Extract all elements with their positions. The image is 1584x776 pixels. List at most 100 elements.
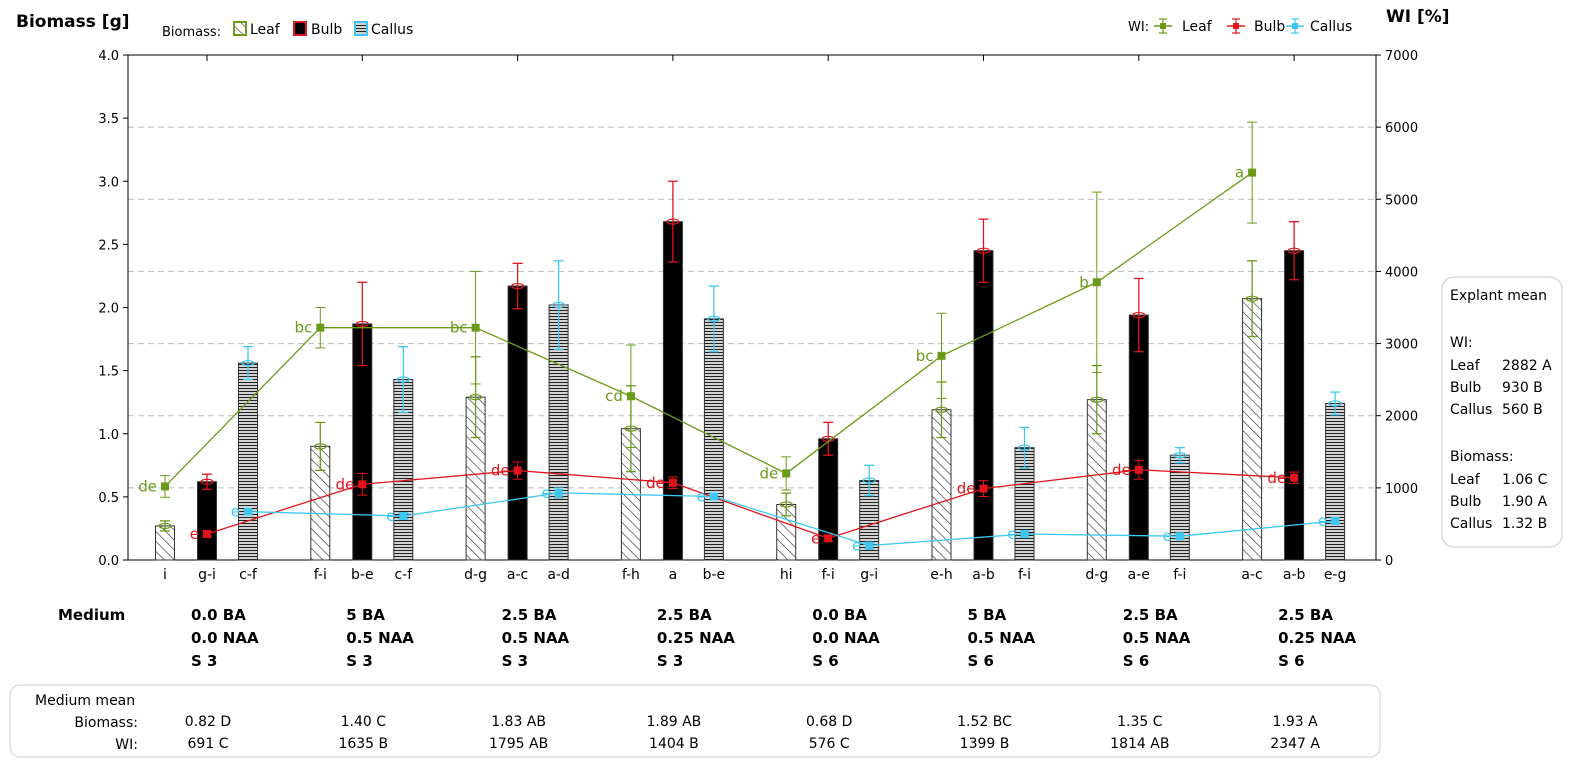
medium-mean-biomass: 0.82 D [185, 714, 231, 730]
medium-means-layer: 0.82 D 691 C 1.40 C 1635 B 1.83 AB 1795 AB 1.8… [185, 714, 1321, 752]
wi-legend-bulb-marker [1227, 18, 1245, 34]
medium-mean-box: Medium mean Biomass: WI: [9, 684, 1381, 758]
wi-point-callus [709, 492, 718, 501]
medium-mean-biomass: 1.52 BC [957, 714, 1012, 730]
right-tick-label: 6000 [1385, 121, 1418, 136]
medium-mean-wi: 1795 AB [489, 736, 548, 752]
wi-line-leaf [164, 172, 1253, 487]
wi-point-leaf [161, 482, 169, 491]
wi-letter-callus: e [1007, 525, 1016, 543]
bar-letter-bulb: a-b [972, 567, 995, 583]
bar-letter-leaf: f-h [622, 567, 640, 583]
wi-letter-leaf: b [1079, 273, 1089, 291]
wi-letter-bulb: de [336, 475, 355, 493]
medium-mean-wi-label: WI: [115, 737, 138, 753]
left-tick-label: 0.5 [98, 491, 119, 506]
medium-line: 0.5 NAA [968, 629, 1036, 647]
bar-letter-callus: f-i [1173, 567, 1186, 583]
bar-letter-callus: f-i [1018, 567, 1031, 583]
wi-point-leaf [316, 323, 325, 332]
medium-line: 0.5 NAA [1123, 629, 1191, 647]
wi-point-leaf [1092, 278, 1101, 287]
bar-top-marker [1287, 247, 1301, 254]
bar-top-marker [1017, 444, 1032, 451]
bar-callus [1325, 402, 1346, 561]
wi-point-leaf [626, 392, 635, 401]
wi-point-callus [399, 511, 408, 520]
wi-line-bulb [206, 469, 1295, 540]
medium-line: S 6 [1123, 652, 1149, 670]
medium-line: 0.0 NAA [191, 629, 259, 647]
left-tick-label: 3.0 [98, 175, 119, 190]
medium-mean-wi: 576 C [809, 736, 850, 752]
medium-line: S 6 [812, 652, 838, 670]
right-axis-title: WI [%] [1386, 7, 1450, 27]
wi-letter-callus: e [231, 503, 240, 521]
medium-mean-biomass: 1.89 AB [646, 714, 701, 730]
medium-mean-biomass: 1.35 C [1117, 714, 1163, 730]
explant-wi-callus-value: 560 B [1502, 402, 1543, 418]
medium-line: 2.5 BA [1123, 606, 1178, 624]
medium-mean-wi: 691 C [188, 736, 229, 752]
medium-line: S 6 [1278, 652, 1304, 670]
wi-point-callus [554, 488, 563, 497]
left-tick-label: 2.5 [98, 238, 119, 253]
bar-top-marker [200, 478, 214, 485]
wi-point-leaf [937, 351, 946, 360]
grid-layer [128, 54, 1376, 489]
medium-line: 5 BA [346, 606, 385, 624]
bar-letter-callus: a-d [547, 567, 570, 583]
legend-bulb-swatch [293, 21, 307, 36]
bar-letter-leaf: i [163, 567, 167, 583]
medium-mean-biomass-label: Biomass: [74, 715, 138, 731]
wi-point-callus [1175, 532, 1184, 541]
wi-legend-bulb: Bulb [1254, 19, 1285, 35]
wi-legend: WI: Leaf Bulb Callus [1128, 18, 1352, 35]
bar-letter-callus: b-e [703, 567, 726, 583]
right-tick-label: 2000 [1385, 410, 1418, 425]
wi-point-bulb [513, 466, 522, 475]
wi-letter-callus: e [541, 484, 550, 502]
left-tick-label: 1.5 [98, 365, 119, 380]
bar-letter-leaf: f-i [314, 567, 327, 583]
wi-letter-leaf: de [759, 464, 778, 482]
bar-bulb [662, 221, 683, 561]
axes-layer: 0.0 0.5 1.0 1.5 2.0 2.5 3.0 3.5 4.0 0 1000 2000 3000… [98, 49, 1418, 569]
bar-letter-bulb: a-c [507, 567, 528, 583]
medium-line: 5 BA [968, 606, 1007, 624]
medium-line: S 3 [346, 652, 372, 670]
wi-lines-layer: de bc bc cd de bc b a e de de de e de de de e e e e e e e e [138, 121, 1341, 555]
medium-line: 2.5 BA [657, 606, 712, 624]
wi-point-leaf [471, 323, 480, 332]
biomass-legend: Biomass: Leaf Bulb Callus [162, 21, 413, 40]
labels-layer: i f-i d-g f-h hi e-h d-g a-c g-i b-e a-c a f-i a-b a-e… [163, 567, 1346, 583]
wi-letter-bulb: de [1267, 469, 1286, 487]
medium-line: 2.5 BA [502, 606, 557, 624]
wi-letter-leaf: de [138, 477, 157, 495]
bar-letter-callus: c-f [394, 567, 413, 583]
medium-line: S 6 [968, 652, 994, 670]
explant-wi-title: WI: [1450, 335, 1473, 351]
bar-top-marker [976, 247, 991, 254]
medium-line: 0.5 NAA [346, 629, 414, 647]
right-tick-label: 0 [1385, 554, 1393, 569]
medium-mean-wi: 1404 B [649, 736, 699, 752]
wi-point-bulb [203, 530, 211, 539]
right-tick-label: 5000 [1385, 193, 1418, 208]
medium-mean-biomass: 1.83 AB [491, 714, 546, 730]
medium-layer: 0.0 BA 0.0 NAA S 3 5 BA 0.5 NAA S 3 2.5 BA 0.5 … [191, 606, 1356, 670]
left-tick-label: 1.0 [98, 428, 119, 443]
medium-mean-wi: 2347 A [1270, 736, 1320, 752]
bar-top-marker [396, 376, 410, 383]
explant-biomass-leaf-label: Leaf [1450, 472, 1481, 488]
bar-top-marker [355, 320, 369, 328]
wi-legend-callus: Callus [1310, 19, 1352, 35]
bar-top-marker [1328, 400, 1342, 407]
wi-letter-bulb: de [1112, 461, 1131, 479]
biomass-legend-leaf: Leaf [250, 22, 281, 38]
wi-letter-callus: e [1163, 527, 1172, 545]
bar-leaf [1242, 298, 1263, 561]
wi-point-leaf [782, 469, 791, 478]
explant-wi-bulb-value: 930 B [1502, 380, 1543, 396]
medium-mean-wi: 1635 B [338, 736, 388, 752]
